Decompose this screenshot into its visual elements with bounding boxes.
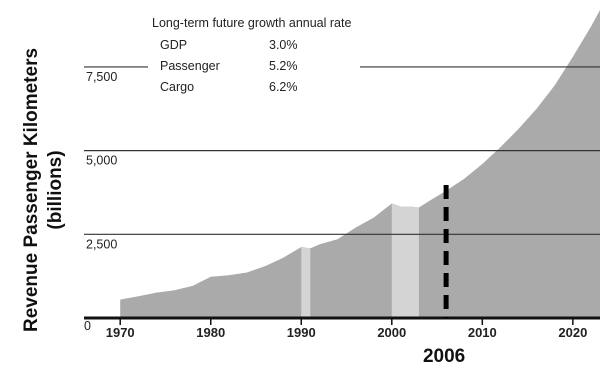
- highlight-span: [301, 247, 311, 318]
- x-tick-label: 1980: [196, 325, 225, 340]
- x-tick-label: 2020: [558, 325, 587, 340]
- series-area: [120, 10, 600, 318]
- x-tick-label: 1970: [106, 325, 135, 340]
- legend-item-value: 3.0%: [269, 38, 298, 52]
- legend-title: Long-term future growth annual rate: [152, 16, 351, 30]
- legend-item-value: 5.2%: [269, 59, 298, 73]
- annotation-label: 2006: [423, 346, 465, 367]
- y-tick-label: 2,500: [86, 237, 117, 251]
- legend-item-name: Cargo: [160, 80, 194, 94]
- y-axis-label: Revenue Passenger Kilometers: [21, 48, 42, 332]
- y-axis-label-unit: (billions): [45, 150, 66, 229]
- y-tick-label: 0: [84, 319, 91, 333]
- legend: Long-term future growth annual rate GDP …: [152, 16, 351, 94]
- y-tick-label: 5,000: [86, 154, 117, 168]
- highlight-span: [391, 203, 419, 318]
- x-tick-label: 2000: [377, 325, 406, 340]
- x-tick-label: 1990: [287, 325, 316, 340]
- legend-item-name: Passenger: [160, 59, 220, 73]
- x-tick-label: 2010: [468, 325, 497, 340]
- legend-item-name: GDP: [160, 38, 187, 52]
- y-tick-label: 7,500: [86, 70, 117, 84]
- legend-item-value: 6.2%: [269, 80, 298, 94]
- legend-background: [150, 16, 360, 98]
